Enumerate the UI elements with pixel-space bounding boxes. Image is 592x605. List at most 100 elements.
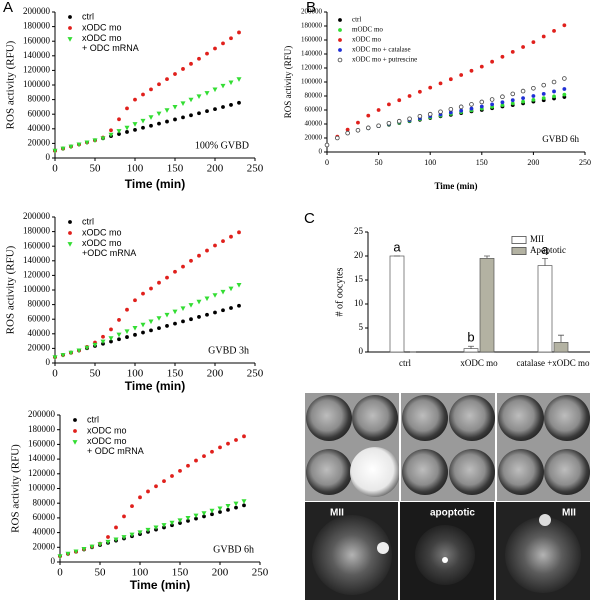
- point: [165, 275, 169, 280]
- point: [229, 234, 233, 239]
- point: [197, 56, 201, 61]
- point: [125, 130, 129, 134]
- legend-label: xODC mo: [352, 36, 381, 44]
- x-axis-label: Time (min): [434, 181, 477, 191]
- y-tick-label: 200000: [28, 409, 56, 419]
- point: [213, 46, 217, 51]
- point: [221, 105, 225, 109]
- point: [541, 82, 547, 88]
- point: [162, 479, 166, 484]
- x-tick-label: xODC mo: [460, 358, 498, 368]
- point: [212, 87, 218, 93]
- point: [541, 92, 546, 96]
- point: [562, 76, 567, 81]
- point: [153, 525, 159, 531]
- point: [117, 132, 121, 136]
- point: [345, 127, 350, 132]
- point: [173, 72, 177, 76]
- point: [531, 86, 536, 91]
- point: [521, 45, 525, 49]
- legend-label: xODC mo + ODC mRNA: [82, 33, 139, 53]
- point: [161, 523, 167, 528]
- point: [178, 521, 182, 525]
- panel-label: B: [306, 0, 316, 16]
- point: [129, 532, 135, 538]
- bar: [537, 265, 553, 353]
- error-bar: [468, 345, 474, 349]
- x-tick-label: 200: [207, 163, 224, 175]
- point: [140, 322, 146, 328]
- point: [407, 94, 412, 98]
- y-tick-label: 0: [46, 357, 51, 367]
- annotation: 100% GVBD: [195, 140, 249, 151]
- point: [551, 79, 557, 85]
- y-tick-label: 0: [359, 346, 364, 356]
- point: [500, 54, 505, 59]
- point: [109, 327, 113, 332]
- point: [121, 535, 127, 540]
- point: [132, 326, 138, 331]
- point: [387, 102, 391, 107]
- legend-label: ctrl: [82, 216, 94, 226]
- x-tick-label: 50: [90, 368, 102, 380]
- point: [141, 330, 145, 335]
- point: [165, 119, 169, 124]
- micrograph-label: MII: [562, 508, 576, 519]
- point: [552, 29, 556, 33]
- x-tick-label: 50: [95, 567, 107, 579]
- point: [108, 336, 114, 341]
- legend-label: xODC mo: [87, 425, 127, 435]
- point: [189, 61, 193, 66]
- point: [205, 248, 209, 253]
- y-tick-label: 40000: [305, 120, 323, 128]
- point: [510, 91, 516, 97]
- point: [510, 50, 515, 54]
- x-tick-label: catalase +xODC mo: [516, 358, 590, 368]
- point: [137, 530, 143, 535]
- bar: [553, 342, 569, 353]
- legend-swatch: [511, 236, 527, 244]
- point: [213, 310, 217, 315]
- point: [228, 286, 234, 292]
- point: [226, 441, 230, 446]
- point: [531, 94, 536, 98]
- x-tick-label: 100: [127, 368, 144, 380]
- micrograph-panel: MII apoptotic MII: [305, 393, 590, 600]
- legend-swatch: [511, 247, 527, 255]
- point: [157, 326, 161, 331]
- point: [428, 85, 433, 90]
- point: [141, 125, 145, 130]
- y-tick-label: 200000: [301, 8, 323, 16]
- error-bar: [542, 258, 548, 266]
- y-tick-label: 140000: [28, 453, 56, 463]
- point: [148, 319, 154, 325]
- point: [366, 113, 371, 118]
- y-tick-label: 20000: [28, 342, 51, 352]
- point: [186, 518, 190, 523]
- y-tick-label: 160000: [23, 35, 51, 45]
- point: [101, 334, 105, 339]
- point: [376, 123, 381, 129]
- point: [562, 87, 567, 91]
- y-tick-label: 25: [354, 226, 364, 236]
- y-tick-label: 5: [359, 322, 364, 332]
- point: [181, 264, 185, 269]
- y-tick-label: 100000: [28, 483, 56, 493]
- y-tick-label: 20000: [28, 137, 51, 147]
- legend-swatch: [338, 48, 342, 52]
- point: [130, 504, 134, 509]
- point: [448, 77, 453, 82]
- point: [189, 113, 193, 118]
- y-tick-label: 180000: [23, 226, 51, 236]
- legend-label: ctrl: [352, 16, 361, 24]
- point: [237, 303, 241, 308]
- point: [189, 258, 193, 263]
- x-axis-label: Time (min): [125, 177, 185, 191]
- point: [149, 286, 153, 291]
- y-tick-label: 40000: [33, 527, 56, 537]
- y-tick-label: 60000: [305, 106, 323, 114]
- annotation: GVBD 3h: [208, 345, 249, 356]
- point: [520, 88, 526, 94]
- point: [531, 40, 536, 44]
